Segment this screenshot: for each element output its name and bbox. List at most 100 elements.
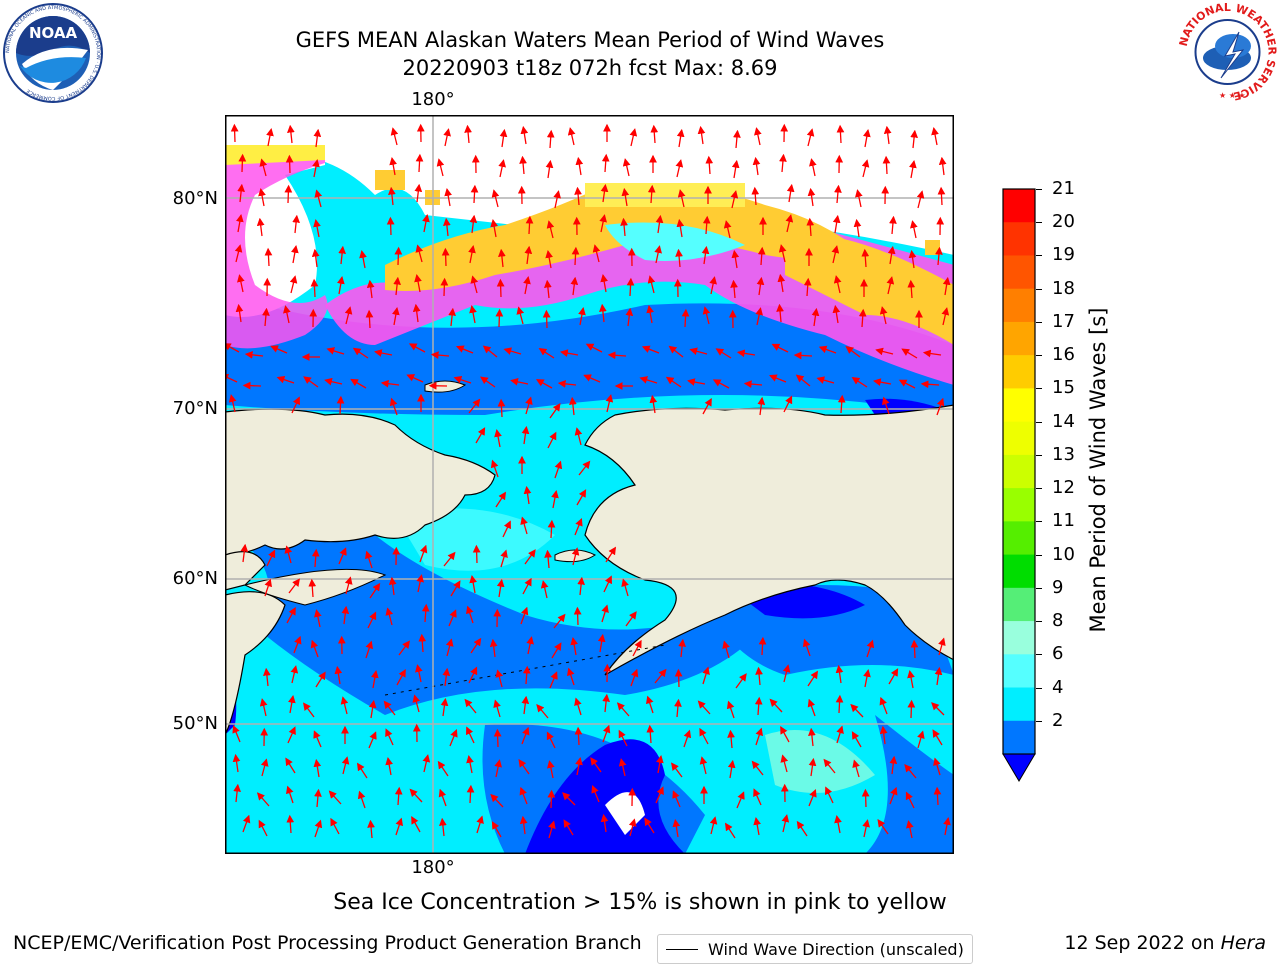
colorbar-tick [1036,455,1042,456]
wind-wave-arrow [577,608,578,625]
colorbar-tick [1036,621,1042,622]
wind-wave-arrow [795,355,812,356]
colorbar-tick-label: 19 [1052,246,1075,264]
footer-host: Hera [1221,932,1266,954]
colorbar-tick-label: 2 [1052,712,1063,730]
wind-wave-arrow [445,249,446,266]
colorbar-tick-label: 17 [1052,313,1075,331]
nws-logo: NATIONAL WEATHER SERVICE ★ ★ ★ [1177,2,1278,102]
map-canvas [225,115,954,854]
wind-wave-arrow [575,248,576,265]
colorbar-tick-label: 8 [1052,612,1063,630]
wind-wave-arrow [340,397,341,414]
colorbar-segment [1003,388,1035,422]
wind-wave-arrow [369,311,370,328]
lat-label-60: 60°N [148,568,218,589]
lat-label-80: 80°N [148,188,218,209]
wind-wave-arrow [578,728,579,745]
colorbar-tick [1036,189,1042,190]
colorbar-tick-label: 9 [1052,579,1063,597]
wind-wave-arrow [398,248,399,265]
colorbar-segment [1003,222,1035,256]
colorbar-tick [1036,654,1042,655]
wind-wave-arrow [390,218,391,235]
colorbar [1002,188,1036,784]
wind-wave-arrow [234,125,235,142]
colorbar-tick-label: 10 [1052,546,1075,564]
wind-wave-arrow [546,311,547,328]
lon-label-bottom: 180° [393,857,473,878]
colorbar-segment [1003,555,1035,589]
colorbar-segment [1003,721,1035,755]
colorbar-segment [1003,688,1035,722]
colorbar-extend-triangle [1003,754,1035,781]
colorbar-title: Mean Period of Wind Waves [s] [1086,308,1110,633]
footer-date-text: 12 Sep 2022 on [1064,932,1220,954]
wind-wave-arrow [444,279,445,296]
colorbar-tick-label: 12 [1052,479,1075,497]
wind-wave-arrow [419,155,420,172]
wind-wave-arrow [497,730,498,747]
wind-wave-arrow [288,186,289,203]
lat-label-50: 50°N [148,713,218,734]
colorbar-tick [1036,355,1042,356]
colorbar-segment [1003,521,1035,555]
colorbar-tick [1036,222,1042,223]
wind-wave-arrow [289,156,290,173]
colorbar-tick [1036,555,1042,556]
map-panel: Wind Wave Direction (unscaled) [225,115,954,854]
wind-wave-arrow [474,186,475,203]
wind-wave-arrow [476,546,477,563]
footer-date: 12 Sep 2022 on Hera [1064,932,1266,954]
colorbar-tick [1036,422,1042,423]
colorbar-tick-label: 20 [1052,213,1075,231]
noaa-logo: NOAA NATIONAL OCEANIC AND ATMOSPHERIC AD… [2,2,104,104]
wind-wave-arrow [685,310,686,327]
colorbar-tick [1036,388,1042,389]
colorbar-tick [1036,688,1042,689]
colorbar-tick-label: 11 [1052,512,1075,530]
colorbar-segment [1003,255,1035,289]
wind-wave-arrow [886,157,887,174]
colorbar-segment [1003,289,1035,323]
lon-label-top: 180° [393,89,473,110]
footer-credit: NCEP/EMC/Verification Post Processing Pr… [13,932,642,954]
wind-wave-arrow [314,280,315,297]
colorbar-tick [1036,721,1042,722]
chart-subtitle: 20220903 t18z 072h fcst Max: 8.69 [225,54,955,82]
wind-wave-arrow [911,701,912,718]
svg-text:★ ★ ★: ★ ★ ★ [1219,91,1246,100]
colorbar-segment [1003,455,1035,489]
wind-wave-arrow [242,155,243,172]
colorbar-segment [1003,621,1035,655]
wind-wave-arrow [840,126,841,143]
wind-wave-arrow [470,786,471,803]
wind-wave-arrow [268,249,269,266]
noaa-logo-text: NOAA [29,24,78,42]
colorbar-segment [1003,588,1035,622]
colorbar-tick-label: 14 [1052,413,1075,431]
colorbar-segment [1003,355,1035,389]
sea-ice-yellow [375,170,405,190]
colorbar-segment [1003,654,1035,688]
colorbar-segment [1003,422,1035,456]
colorbar-tick-label: 21 [1052,180,1075,198]
colorbar-tick-label: 15 [1052,379,1075,397]
wind-wave-arrow [500,280,501,297]
wind-wave-arrow [499,310,500,327]
colorbar-segment [1003,189,1035,223]
chart-title: GEFS MEAN Alaskan Waters Mean Period of … [225,26,955,54]
wind-wave-arrow [762,638,763,655]
colorbar-tick [1036,521,1042,522]
wind-wave-arrow [914,641,915,658]
sea-ice-note: Sea Ice Concentration > 15% is shown in … [0,890,1280,915]
wind-wave-arrow [551,791,552,808]
colorbar-tick-label: 13 [1052,446,1075,464]
wind-wave-arrow [501,400,502,417]
colorbar-tick-label: 18 [1052,280,1075,298]
wind-wave-arrow [630,279,631,296]
lat-label-70: 70°N [148,398,218,419]
sea-ice-yellow [585,183,745,207]
wind-wave-arrow [529,217,530,234]
colorbar-tick-label: 4 [1052,679,1063,697]
